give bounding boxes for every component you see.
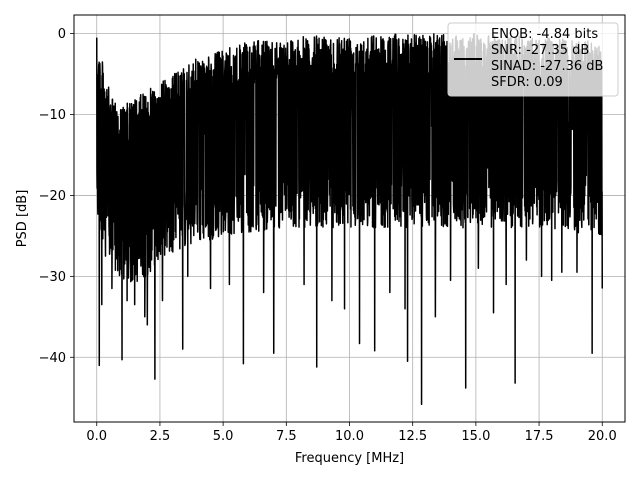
x-tick-label: 17.5 <box>525 429 554 444</box>
x-tick-label: 10.0 <box>335 429 364 444</box>
x-tick-label: 5.0 <box>213 429 234 444</box>
legend-line-sinad: SINAD: -27.36 dB <box>491 59 603 74</box>
series-layer <box>96 32 603 405</box>
y-tick-label: 0 <box>58 27 66 42</box>
x-tick-label: 15.0 <box>461 429 490 444</box>
psd-series-line <box>96 32 603 405</box>
x-tick-label: 0.0 <box>86 429 107 444</box>
x-tick-label: 7.5 <box>276 429 297 444</box>
legend-line-enob: ENOB: -4.84 bits <box>491 27 598 42</box>
x-tick-label: 12.5 <box>398 429 427 444</box>
y-tick-label: −20 <box>39 189 66 204</box>
x-axis-title: Frequency [MHz] <box>295 451 404 466</box>
axis-ticks: 0.0 2.5 5.0 7.5 10.0 12.5 15.0 17.5 20.0 0 −10 −20 −… <box>39 27 617 444</box>
legend-line-sfdr: SFDR: 0.09 <box>491 75 563 90</box>
y-tick-label: −30 <box>39 270 66 285</box>
legend-line-snr: SNR: -27.35 dB <box>491 43 589 58</box>
y-axis-title: PSD [dB] <box>15 190 30 248</box>
legend-box <box>447 22 619 97</box>
x-tick-label: 20.0 <box>588 429 617 444</box>
plot-area <box>96 32 603 405</box>
legend: ENOB: -4.84 bits SNR: -27.35 dB SINAD: -… <box>447 22 619 97</box>
y-tick-label: −10 <box>39 108 66 123</box>
x-tick-label: 2.5 <box>150 429 171 444</box>
y-tick-label: −40 <box>39 351 66 366</box>
